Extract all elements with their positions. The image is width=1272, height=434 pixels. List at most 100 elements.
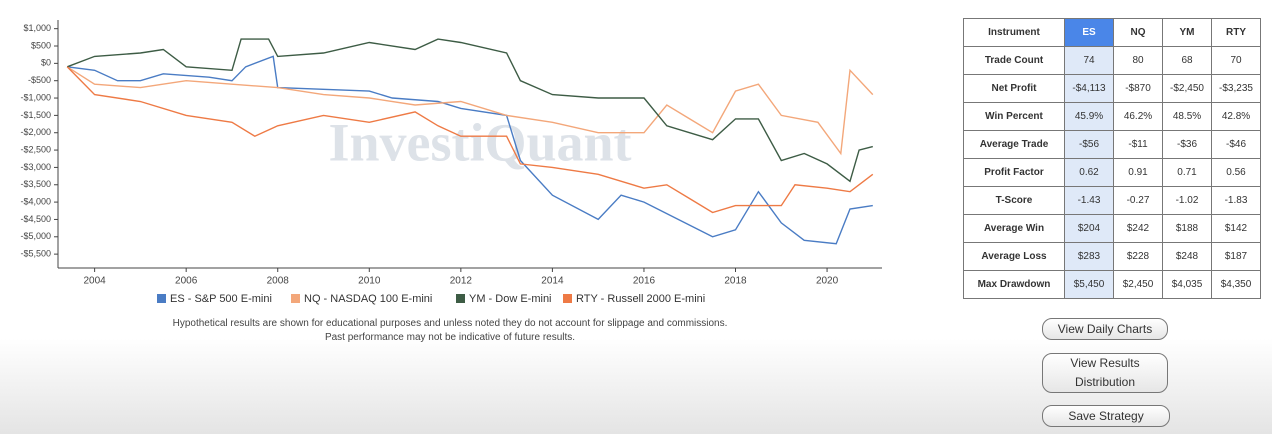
value-cell: $4,350 [1211,270,1261,299]
table-row: Average Win $204 $242 $188 $142 [963,214,1261,243]
value-cell: -$36 [1162,130,1212,159]
value-cell: 80 [1113,46,1163,75]
value-cell: 0.62 [1064,158,1114,187]
y-tick-label: -$5,500 [20,249,51,259]
x-tick-label: 2016 [633,276,656,287]
table-row: Trade Count 74 80 68 70 [963,46,1261,75]
button[interactable]: View Results Distribution [1042,353,1168,393]
value-cell: -1.83 [1211,186,1261,215]
legend-label: YM - Dow E-mini [469,293,552,305]
header-cell: NQ [1113,18,1163,47]
value-cell: -$11 [1113,130,1163,159]
legend-swatch [291,294,300,303]
value-cell: -$2,450 [1162,74,1212,103]
table-row: Average Loss $283 $228 $248 $187 [963,242,1261,271]
legend-label: RTY - Russell 2000 E-mini [576,293,705,305]
row-label: Win Percent [963,102,1065,131]
value-cell: $242 [1113,214,1163,243]
legend-label: NQ - NASDAQ 100 E-mini [304,293,432,305]
value-cell: -$46 [1211,130,1261,159]
value-cell: -0.27 [1113,186,1163,215]
disclaimer: Past performance may not be indicative o… [324,332,576,343]
y-tick-label: -$5,000 [20,231,51,241]
y-tick-label: $1,000 [23,23,51,33]
legend-swatch [456,294,465,303]
x-tick-label: 2008 [267,276,290,287]
table-row: Net Profit -$4,113 -$870 -$2,450 -$3,235 [963,74,1261,103]
series-line [66,66,874,156]
chart: InvestiQuant $1,000 $500 $0 -$500 -$1,000 -$1… [20,20,882,305]
legend-swatch [157,294,166,303]
y-tick-label: -$3,000 [20,162,51,172]
value-cell: 0.71 [1162,158,1212,187]
value-cell: 68 [1162,46,1212,75]
header-cell: Instrument [963,18,1065,47]
value-cell: -$4,113 [1064,74,1114,103]
value-cell: -$3,235 [1211,74,1261,103]
row-label: Net Profit [963,74,1065,103]
value-cell: 70 [1211,46,1261,75]
x-tick-label: 2014 [541,276,564,287]
header-row: Instrument ES NQ YM RTY [963,18,1261,47]
value-cell: $283 [1064,242,1114,271]
value-cell: 0.56 [1211,158,1261,187]
header-cell: ES [1064,18,1114,47]
y-tick-label: $500 [31,40,51,50]
x-tick-label: 2006 [175,276,198,287]
y-tick-label: -$4,000 [20,196,51,206]
button[interactable]: View Daily Charts [1042,318,1168,340]
y-tick-label: $0 [41,58,51,68]
series-line [66,38,873,183]
value-cell: $187 [1211,242,1261,271]
table-row: Average Trade -$56 -$11 -$36 -$46 [963,130,1261,159]
value-cell: 48.5% [1162,102,1212,131]
table-row: Max Drawdown $5,450 $2,450 $4,035 $4,350 [963,270,1261,299]
value-cell: 45.9% [1064,102,1114,131]
value-cell: -1.43 [1064,186,1114,215]
value-cell: $2,450 [1113,270,1163,299]
row-label: Average Loss [963,242,1065,271]
row-label: Average Trade [963,130,1065,159]
watermark: InvestiQuant [328,112,631,172]
y-tick-label: -$4,500 [20,214,51,224]
disclaimer: Hypothetical results are shown for educa… [172,318,728,329]
row-label: Trade Count [963,46,1065,75]
row-label: Profit Factor [963,158,1065,187]
value-cell: -$870 [1113,74,1163,103]
row-label: T-Score [963,186,1065,215]
value-cell: $5,450 [1064,270,1114,299]
row-label: Average Win [963,214,1065,243]
series-line [67,55,873,245]
value-cell: -1.02 [1162,186,1212,215]
table-row: Win Percent 45.9% 46.2% 48.5% 42.8% [963,102,1261,131]
value-cell: $248 [1162,242,1212,271]
x-tick-label: 2012 [450,276,473,287]
y-tick-label: -$3,500 [20,179,51,189]
legend-label: ES - S&P 500 E-mini [170,293,272,305]
button[interactable]: Save Strategy [1042,405,1170,427]
header-cell: RTY [1211,18,1261,47]
value-cell: $204 [1064,214,1114,243]
y-tick-label: -$1,500 [20,110,51,120]
header-cell: YM [1162,18,1212,47]
value-cell: 42.8% [1211,102,1261,131]
stats-table: Instrument ES NQ YM RTY Trade Count 74 80 68 70 Ne… [963,18,1261,299]
table-row: Profit Factor 0.62 0.91 0.71 0.56 [963,158,1261,187]
y-tick-label: -$2,500 [20,144,51,154]
x-tick-label: 2004 [83,276,106,287]
value-cell: 0.91 [1113,158,1163,187]
value-cell: $228 [1113,242,1163,271]
table-row: T-Score -1.43 -0.27 -1.02 -1.83 [963,186,1261,215]
value-cell: $4,035 [1162,270,1212,299]
row-label: Max Drawdown [963,270,1065,299]
y-tick-label: -$2,000 [20,127,51,137]
legend-swatch [563,294,572,303]
x-tick-label: 2020 [816,276,839,287]
y-tick-label: -$500 [28,75,51,85]
value-cell: $142 [1211,214,1261,243]
y-tick-label: -$1,000 [20,92,51,102]
series-line [66,66,874,214]
value-cell: $188 [1162,214,1212,243]
x-tick-label: 2010 [358,276,381,287]
